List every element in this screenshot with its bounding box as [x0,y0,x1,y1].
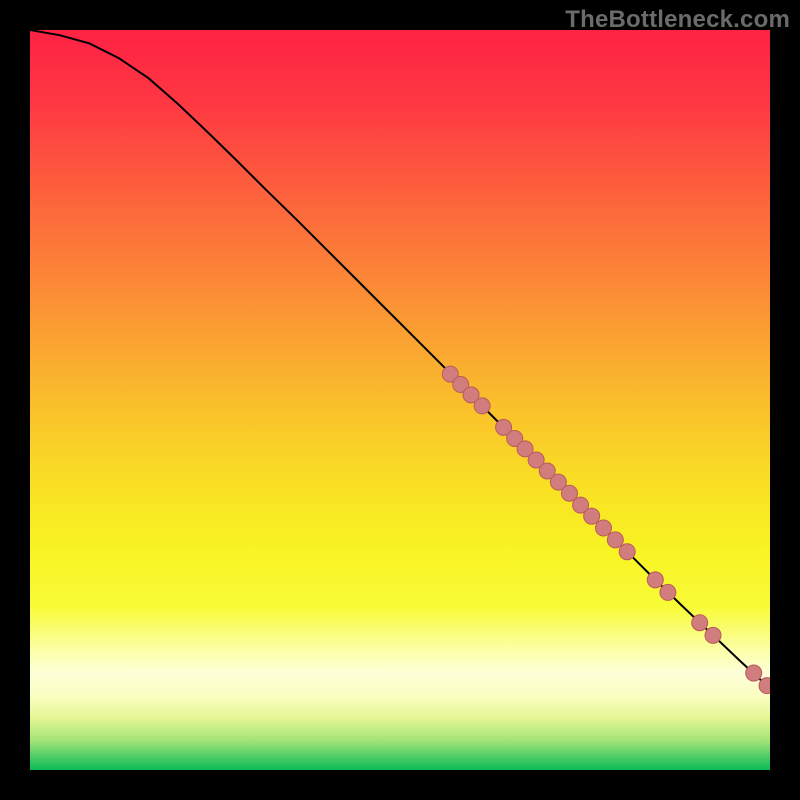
plot-area [30,30,770,770]
data-marker [596,520,612,536]
data-marker [746,665,762,681]
data-marker [474,398,490,414]
plot-svg [30,30,770,770]
data-marker [705,627,721,643]
data-marker [692,615,708,631]
data-marker [584,508,600,524]
chart-canvas: TheBottleneck.com [0,0,800,800]
data-marker [647,572,663,588]
data-marker [607,532,623,548]
data-marker [619,544,635,560]
watermark-text: TheBottleneck.com [565,6,790,34]
data-marker [759,678,770,694]
gradient-background [30,30,770,770]
data-marker [660,584,676,600]
